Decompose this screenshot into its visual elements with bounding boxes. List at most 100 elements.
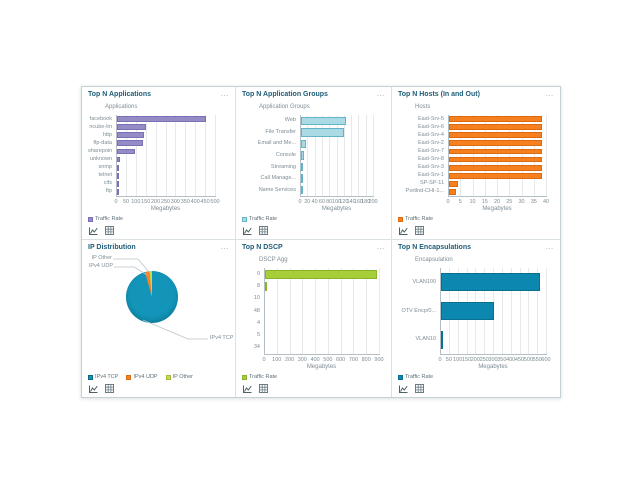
chart-axis-title: DSCP Agg (259, 257, 288, 263)
line-chart-view-button[interactable] (88, 226, 98, 236)
bar[interactable] (449, 172, 543, 179)
bar-category-label: telnet (98, 172, 112, 179)
panel-menu-button[interactable]: … (220, 89, 229, 98)
x-tick-label: 800 (361, 357, 371, 363)
legend-item[interactable]: Traffic Rate (88, 216, 123, 222)
line-chart-view-button[interactable] (242, 226, 252, 236)
bar[interactable] (441, 302, 495, 320)
gridline (537, 268, 539, 354)
x-tick-label: 100 (272, 357, 282, 363)
bar[interactable] (441, 273, 540, 292)
bar[interactable] (265, 269, 377, 279)
legend-item[interactable]: IPv4 TCP (88, 374, 118, 380)
table-view-button[interactable] (415, 226, 424, 235)
bar[interactable] (449, 148, 543, 155)
bar[interactable] (301, 174, 303, 183)
bar[interactable] (301, 186, 303, 195)
legend-item[interactable]: IPv4 UDP (126, 374, 158, 380)
panel-menu-button[interactable]: … (376, 242, 385, 251)
legend-swatch (165, 374, 171, 380)
legend-item[interactable]: IP Other (165, 374, 193, 380)
bar[interactable] (449, 124, 543, 131)
x-tick-label: 20 (304, 199, 311, 205)
x-tick-label: 30 (518, 199, 525, 205)
panel-footer (242, 382, 385, 395)
panel-menu-button[interactable]: … (545, 89, 554, 98)
gridline (519, 268, 521, 354)
bar[interactable] (441, 330, 443, 349)
bar[interactable] (301, 139, 306, 149)
bar[interactable] (449, 164, 543, 171)
line-chart-view-button[interactable] (398, 384, 408, 394)
bar-category-label: East-Srv-7 (418, 147, 444, 154)
line-chart-icon (399, 385, 408, 393)
panel-menu-button[interactable]: … (220, 242, 229, 251)
bar[interactable] (265, 282, 267, 291)
panel-header: Top N DSCP … (242, 242, 385, 254)
gridline (379, 268, 380, 354)
legend-label: Traffic Rate (249, 216, 278, 222)
panel-menu-button[interactable]: … (376, 89, 385, 98)
bar[interactable] (117, 140, 143, 147)
gridline (185, 115, 187, 196)
panel-footer (242, 224, 385, 237)
line-chart-view-button[interactable] (242, 384, 252, 394)
panel-footer (398, 224, 554, 237)
bar[interactable] (117, 189, 119, 195)
bar[interactable] (449, 132, 543, 139)
gridline (510, 268, 512, 354)
table-view-button[interactable] (105, 384, 114, 393)
bar[interactable] (449, 116, 543, 122)
bar[interactable] (449, 156, 543, 163)
bar[interactable] (449, 180, 459, 187)
legend-label: Traffic Rate (95, 216, 124, 222)
bar[interactable] (117, 124, 146, 131)
bar-category-label: VLAN100 (412, 278, 436, 285)
gridline (521, 115, 523, 196)
bar[interactable] (449, 189, 457, 195)
line-chart-view-button[interactable] (398, 226, 408, 236)
bar[interactable] (117, 116, 207, 122)
bar[interactable] (117, 132, 145, 139)
bar[interactable] (301, 128, 345, 137)
legend-item[interactable]: Traffic Rate (398, 374, 433, 380)
bar[interactable] (301, 116, 346, 125)
table-view-button[interactable] (259, 226, 268, 235)
x-tick-label: 50 (122, 199, 129, 205)
bar[interactable] (117, 148, 136, 155)
bar-category-label: 8 (256, 282, 260, 289)
gridline (315, 268, 317, 354)
legend-label: IP Other (172, 374, 193, 380)
bar[interactable] (117, 180, 119, 187)
panel-header: Top N Hosts (In and Out) … (398, 89, 554, 101)
panel-ip-distribution: IP Distribution … IP Other IPv4 UDP IPv4 T… (82, 240, 235, 397)
bar[interactable] (117, 164, 119, 171)
x-tick-label: 40 (311, 199, 318, 205)
table-view-button[interactable] (415, 384, 424, 393)
gridline (307, 115, 309, 196)
bar[interactable] (117, 156, 121, 163)
bar-plot (440, 268, 547, 355)
panel-header: IP Distribution … (88, 242, 229, 254)
bar-category-label: OTV Encp/0... (401, 307, 436, 314)
legend-item[interactable]: Traffic Rate (242, 374, 277, 380)
bar[interactable] (117, 172, 119, 179)
gridline (528, 268, 530, 354)
bar[interactable] (301, 162, 303, 172)
bar[interactable] (449, 140, 543, 147)
table-icon (259, 384, 268, 393)
chart-area: 0 100 200 300 400 500 600 700 800 900 0 8 10 48 4 5 34 Me… (242, 266, 385, 371)
gridline (205, 115, 207, 196)
chart-axis-title: Encapsulation (415, 257, 453, 263)
line-chart-view-button[interactable] (88, 384, 98, 394)
bar[interactable] (301, 151, 304, 160)
bar-category-label: File Transfer (265, 128, 296, 135)
ip-distribution-pie[interactable] (126, 271, 178, 323)
legend-item[interactable]: Traffic Rate (398, 216, 433, 222)
table-view-button[interactable] (105, 226, 114, 235)
gridline (175, 115, 177, 196)
table-view-button[interactable] (259, 384, 268, 393)
x-tick-label: 100 (131, 199, 141, 205)
panel-menu-button[interactable]: … (545, 242, 554, 251)
legend-item[interactable]: Traffic Rate (242, 216, 277, 222)
